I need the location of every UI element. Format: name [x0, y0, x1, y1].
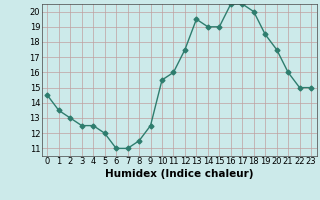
X-axis label: Humidex (Indice chaleur): Humidex (Indice chaleur) — [105, 169, 253, 179]
